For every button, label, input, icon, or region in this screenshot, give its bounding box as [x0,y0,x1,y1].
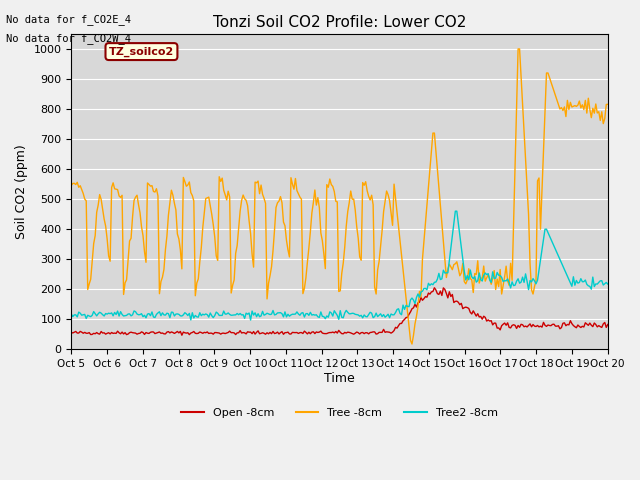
Title: Tonzi Soil CO2 Profile: Lower CO2: Tonzi Soil CO2 Profile: Lower CO2 [213,15,466,30]
X-axis label: Time: Time [324,372,355,385]
Text: TZ_soilco2: TZ_soilco2 [109,47,174,57]
Text: No data for f_CO2W_4: No data for f_CO2W_4 [6,33,131,44]
Legend: Open -8cm, Tree -8cm, Tree2 -8cm: Open -8cm, Tree -8cm, Tree2 -8cm [177,404,502,423]
Text: No data for f_CO2E_4: No data for f_CO2E_4 [6,13,131,24]
Y-axis label: Soil CO2 (ppm): Soil CO2 (ppm) [15,144,28,239]
